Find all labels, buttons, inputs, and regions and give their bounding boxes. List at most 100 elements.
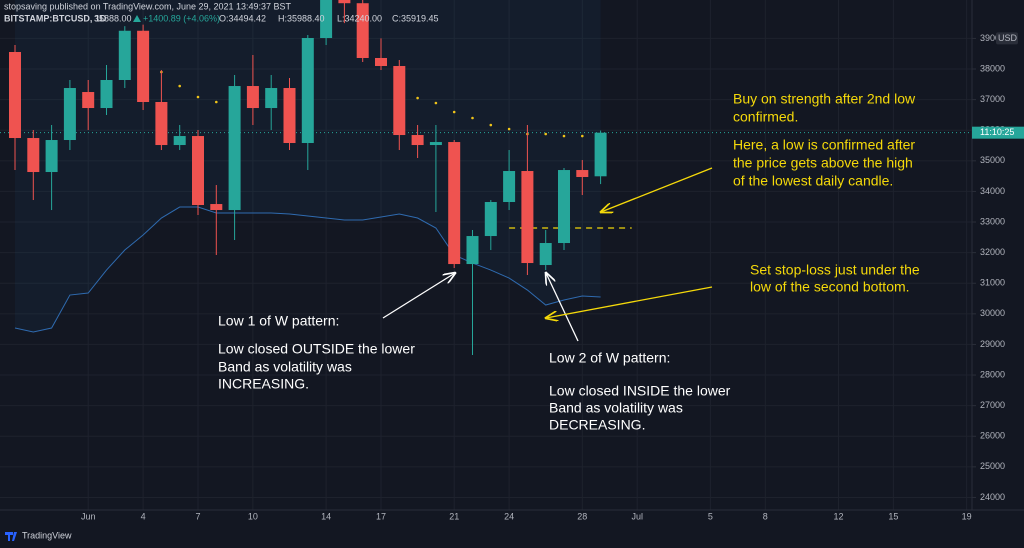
- candle-body: [118, 30, 131, 80]
- sar-dot: [452, 110, 456, 114]
- y-tick-label: 37000: [980, 94, 1005, 104]
- candle-body: [539, 243, 552, 266]
- candle-body: [137, 30, 150, 103]
- x-tick-label: 15: [888, 511, 898, 521]
- y-tick-label: 28000: [980, 369, 1005, 379]
- candle-body: [411, 135, 424, 146]
- candle-body: [338, 0, 351, 4]
- plot-area: [0, 0, 972, 356]
- y-tick-label: 29000: [980, 339, 1005, 349]
- x-tick-label: 19: [962, 511, 972, 521]
- y-tick-label: 34000: [980, 186, 1005, 196]
- candle-body: [466, 236, 479, 265]
- sar-dot: [489, 123, 493, 127]
- y-tick-label: 25000: [980, 461, 1005, 471]
- annotation: Low closed INSIDE the lower: [549, 383, 731, 399]
- candle-body: [301, 38, 314, 144]
- annotation: Band as volatility was: [218, 359, 352, 375]
- footer-brand: TradingView: [22, 530, 72, 540]
- annotation: confirmed.: [733, 109, 798, 125]
- currency-badge: [996, 32, 1018, 45]
- y-tick-label: 32000: [980, 247, 1005, 257]
- sar-dot: [581, 134, 584, 138]
- header: stopsaving published on TradingView.com,…: [4, 1, 439, 23]
- sar-dot: [562, 134, 566, 138]
- x-tick-label: 10: [248, 511, 258, 521]
- candle-body: [173, 136, 186, 146]
- candle-body: [521, 171, 534, 264]
- x-tick-label: 28: [577, 511, 587, 521]
- y-tick-label: 39000: [980, 33, 1005, 43]
- x-tick-label: Jun: [81, 511, 96, 521]
- annotation: the price gets above the high: [733, 155, 913, 171]
- y-tick-label: 31000: [980, 278, 1005, 288]
- logo: [5, 532, 17, 541]
- candle-body: [356, 3, 369, 58]
- candle-body: [320, 0, 333, 39]
- x-tick-label: 21: [449, 511, 459, 521]
- candle-body: [100, 79, 113, 109]
- candle-body: [27, 138, 40, 173]
- axes: 24000 25000 26000 27000 28000 29000 30000 31000…: [81, 32, 1024, 521]
- sar-dot: [507, 127, 511, 131]
- candle-body: [82, 92, 95, 109]
- y-tick-label: 27000: [980, 400, 1005, 410]
- change: +1400.89 (+4.06%): [143, 13, 220, 23]
- arrow: [546, 273, 579, 342]
- sar-dot: [416, 96, 419, 100]
- x-tick-label: 12: [833, 511, 843, 521]
- candle-body: [228, 86, 241, 211]
- countdown-badge: [972, 126, 1024, 139]
- annotation: DECREASING.: [549, 417, 645, 433]
- candle-body: [576, 170, 589, 178]
- up-icon: [133, 15, 141, 22]
- arrow: [546, 286, 713, 318]
- x-tick-label: 8: [763, 511, 768, 521]
- candle-body: [9, 51, 21, 139]
- candle-body: [594, 132, 607, 177]
- annotation: Low 2 of W pattern:: [549, 350, 670, 366]
- candle-body: [246, 86, 259, 109]
- x-tick-label: 17: [376, 511, 386, 521]
- annotation: Set stop-loss just under the: [750, 262, 920, 278]
- sar-dot: [434, 101, 438, 105]
- ohlc-close: C:35919.45: [392, 13, 439, 23]
- ohlc-low: L:34240.00: [337, 13, 382, 23]
- annotation: INCREASING.: [218, 376, 309, 392]
- footer: TradingView: [5, 530, 72, 541]
- annotation: Here, a low is confirmed after: [733, 137, 915, 153]
- x-tick-label: 7: [195, 511, 200, 521]
- annotation: Low closed OUTSIDE the lower: [218, 341, 415, 357]
- candle-body: [429, 142, 442, 146]
- ohlc-open: O:34494.42: [219, 13, 266, 23]
- ohlc-high: H:35988.40: [278, 13, 325, 23]
- y-tick-label: 38000: [980, 63, 1005, 73]
- sar-dot: [471, 116, 474, 120]
- annotation: low of the second bottom.: [750, 279, 910, 295]
- x-tick-label: 5: [708, 511, 713, 521]
- y-tick-label: 33000: [980, 216, 1005, 226]
- candle-body: [558, 170, 570, 244]
- y-tick-label: 35000: [980, 155, 1005, 165]
- y-tick-label: 26000: [980, 431, 1005, 441]
- annotation: Low 1 of W pattern:: [218, 313, 339, 329]
- candle-body: [484, 202, 497, 237]
- arrow: [601, 167, 713, 212]
- candle-body: [192, 136, 204, 206]
- candle-body: [63, 88, 76, 141]
- x-tick-label: 14: [321, 511, 331, 521]
- x-tick-label: 4: [141, 511, 146, 521]
- countdown: 11:10:25: [980, 127, 1014, 137]
- arrow: [382, 273, 455, 319]
- last-price: 35888.00: [94, 13, 132, 23]
- lower-band: [14, 206, 601, 333]
- candle-body: [375, 57, 387, 67]
- y-tick-label: 30000: [980, 308, 1005, 318]
- sar-dot: [196, 95, 200, 99]
- sar-dot: [178, 84, 181, 88]
- candle-body: [155, 102, 168, 146]
- candle-body: [45, 140, 58, 173]
- currency: USD: [998, 33, 1018, 43]
